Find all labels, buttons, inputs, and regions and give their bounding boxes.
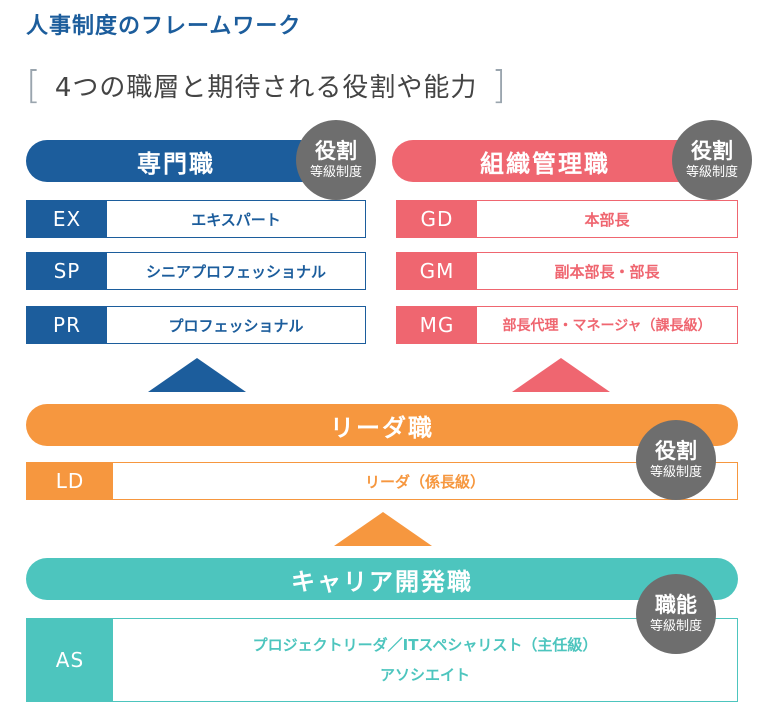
- grade-row-as: AS プロジェクトリーダ／ITスペシャリスト（主任級） アソシエイト: [26, 618, 738, 702]
- grade-description: リーダ（係長級）: [113, 463, 737, 499]
- leader-track-label: リーダ職: [330, 413, 434, 442]
- career-grade-badge: 職能 等級制度: [636, 574, 716, 654]
- career-track-header: キャリア開発職: [26, 558, 738, 600]
- badge-top-text: 職能: [655, 593, 697, 617]
- badge-bottom-text: 等級制度: [309, 165, 362, 180]
- bracket-close: ]: [491, 63, 507, 107]
- grade-code: SP: [27, 253, 107, 289]
- grade-code: MG: [397, 307, 477, 343]
- grade-row-mg: MG 部長代理・マネージャ（課長級）: [396, 306, 738, 344]
- arrow-up-icon: [512, 358, 610, 392]
- grade-description: 副本部長・部長: [477, 253, 737, 289]
- badge-top-text: 役割: [655, 439, 697, 463]
- leader-track-header: リーダ職: [26, 404, 738, 446]
- arrow-up-icon: [148, 358, 246, 392]
- grade-row-gd: GD 本部長: [396, 200, 738, 238]
- grade-code: GD: [397, 201, 477, 237]
- grade-description: プロフェッショナル: [107, 307, 365, 343]
- management-track-label: 組織管理職: [480, 149, 610, 178]
- grade-description: プロジェクトリーダ／ITスペシャリスト（主任級） アソシエイト: [113, 619, 737, 701]
- management-grade-badge: 役割 等級制度: [672, 120, 752, 200]
- badge-bottom-text: 等級制度: [685, 165, 738, 180]
- subtitle: [ 4つの職層と期待される役割や能力 ]: [26, 62, 506, 108]
- grade-description: シニアプロフェッショナル: [107, 253, 365, 289]
- badge-bottom-text: 等級制度: [649, 465, 702, 480]
- bracket-open: [: [26, 63, 41, 107]
- grade-row-sp: SP シニアプロフェッショナル: [26, 252, 366, 290]
- badge-top-text: 役割: [691, 139, 733, 163]
- subtitle-text: 4つの職層と期待される役割や能力: [54, 72, 478, 103]
- grade-code: GM: [397, 253, 477, 289]
- specialist-track-label: 専門職: [137, 149, 215, 178]
- career-track-label: キャリア開発職: [291, 567, 473, 596]
- badge-top-text: 役割: [315, 139, 357, 163]
- grade-row-ex: EX エキスパート: [26, 200, 366, 238]
- grade-description-line: プロジェクトリーダ／ITスペシャリスト（主任級）: [252, 636, 598, 654]
- grade-description: 部長代理・マネージャ（課長級）: [477, 307, 737, 343]
- grade-code: EX: [27, 201, 107, 237]
- arrow-up-icon: [334, 512, 432, 546]
- grade-description: 本部長: [477, 201, 737, 237]
- grade-description-line: アソシエイト: [379, 666, 470, 684]
- specialist-grade-badge: 役割 等級制度: [296, 120, 376, 200]
- grade-row-gm: GM 副本部長・部長: [396, 252, 738, 290]
- badge-bottom-text: 等級制度: [649, 619, 702, 634]
- grade-row-pr: PR プロフェッショナル: [26, 306, 366, 344]
- grade-code: PR: [27, 307, 107, 343]
- page-title: 人事制度のフレームワーク: [26, 14, 302, 39]
- grade-row-ld: LD リーダ（係長級）: [26, 462, 738, 500]
- grade-code: AS: [27, 619, 113, 701]
- grade-code: LD: [27, 463, 113, 499]
- grade-description: エキスパート: [107, 201, 365, 237]
- leader-grade-badge: 役割 等級制度: [636, 420, 716, 500]
